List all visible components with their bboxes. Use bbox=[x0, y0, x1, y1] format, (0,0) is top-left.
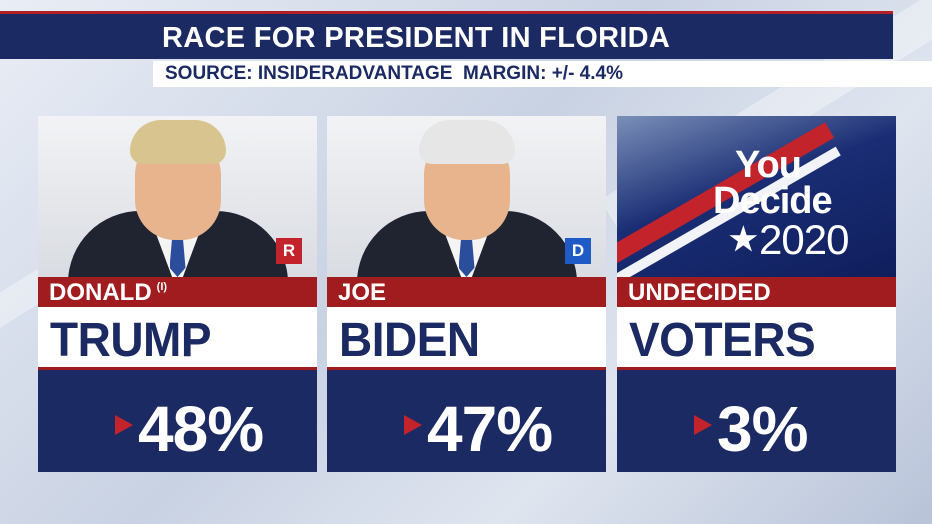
first-name-text: DONALD bbox=[49, 279, 152, 306]
source-bar: SOURCE: INSIDERADVANTAGE MARGIN: +/- 4.4… bbox=[153, 61, 932, 87]
first-name: JOE bbox=[338, 279, 387, 306]
hair bbox=[129, 120, 226, 164]
first-name-bar: DONALD (I) bbox=[38, 277, 317, 307]
hair bbox=[418, 120, 515, 164]
candidate-card-biden: D JOE BIDEN 47% bbox=[327, 116, 606, 472]
last-name-bar: BIDEN bbox=[327, 307, 606, 367]
last-name: VOTERS bbox=[629, 311, 816, 367]
percent-box: 48% bbox=[38, 367, 317, 472]
first-name: UNDECIDED bbox=[628, 279, 771, 306]
candidate-photo: R bbox=[38, 116, 317, 277]
arrow-icon bbox=[694, 415, 712, 435]
percent-value: 3% bbox=[717, 393, 808, 465]
last-name-bar: VOTERS bbox=[617, 307, 896, 367]
source-text: SOURCE: INSIDERADVANTAGE MARGIN: +/- 4.4… bbox=[165, 63, 623, 84]
tie bbox=[458, 231, 475, 277]
logo-line-decide: Decide bbox=[713, 180, 833, 222]
candidate-photo: D bbox=[327, 116, 606, 277]
percent-value: 48% bbox=[138, 393, 264, 465]
last-name-bar: TRUMP bbox=[38, 307, 317, 367]
party-badge: D bbox=[565, 238, 591, 264]
percent-value: 47% bbox=[427, 393, 553, 465]
candidate-card-undecided: You Decide ★ 2020 UNDECIDED VOTERS 3% bbox=[617, 116, 896, 472]
first-name-bar: JOE bbox=[327, 277, 606, 307]
star-icon: ★ bbox=[729, 221, 758, 257]
arrow-icon bbox=[115, 415, 133, 435]
title-bar: RACE FOR PRESIDENT IN FLORIDA bbox=[0, 11, 893, 59]
last-name: TRUMP bbox=[50, 311, 212, 367]
page-title: RACE FOR PRESIDENT IN FLORIDA bbox=[162, 22, 671, 54]
you-decide-logo: You Decide ★ 2020 bbox=[617, 116, 896, 277]
last-name: BIDEN bbox=[339, 311, 480, 367]
tie bbox=[169, 231, 186, 277]
logo-year: 2020 bbox=[759, 216, 849, 263]
percent-box: 3% bbox=[617, 367, 896, 472]
percent-box: 47% bbox=[327, 367, 606, 472]
first-name-bar: UNDECIDED bbox=[617, 277, 896, 307]
party-badge: R bbox=[276, 238, 302, 264]
arrow-icon bbox=[404, 415, 422, 435]
first-name: DONALD (I) bbox=[49, 279, 167, 307]
candidate-card-trump: R DONALD (I) TRUMP 48% bbox=[38, 116, 317, 472]
logo-line-you: You bbox=[735, 144, 802, 186]
incumbent-mark: (I) bbox=[156, 281, 168, 293]
